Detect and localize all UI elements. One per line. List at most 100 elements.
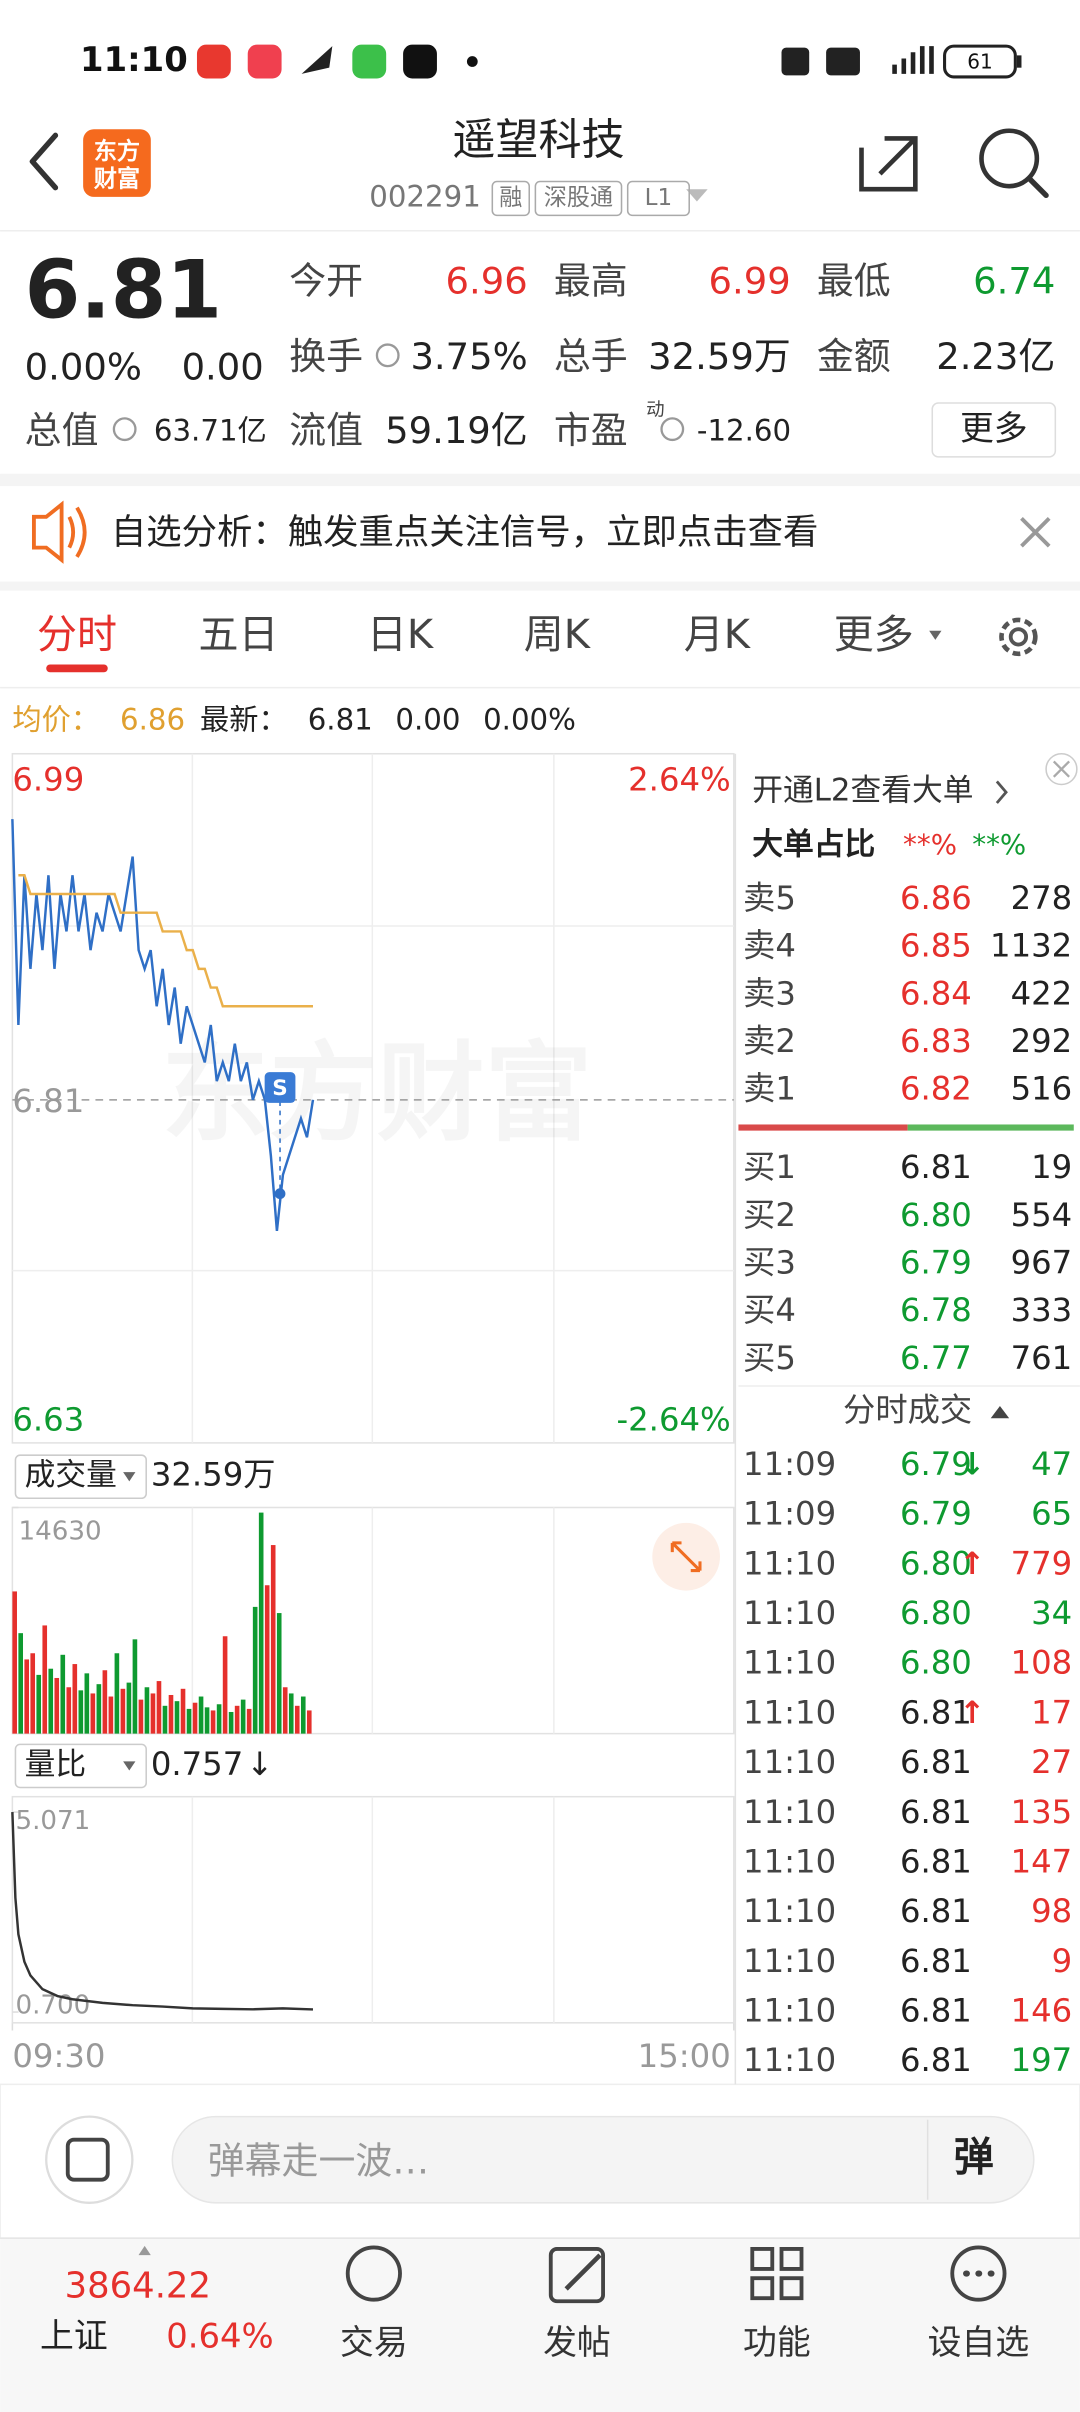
y-tick-label: 0.700 [15, 1990, 90, 2020]
trade-volume: 197 [1011, 2041, 1073, 2079]
danmaku-toggle[interactable] [45, 2115, 134, 2204]
trade-time: 11:10 [743, 1942, 836, 1980]
trade-time: 11:10 [743, 1793, 836, 1831]
search-button [1026, 175, 1049, 199]
bid-volume: 333 [1011, 1291, 1073, 1329]
ask-price: 6.85 [900, 927, 972, 965]
volume-bar [306, 1710, 312, 1734]
volume-bar [162, 1705, 168, 1734]
signal-icon [892, 46, 934, 74]
trade-time: 11:09 [743, 1445, 836, 1483]
nav-label[interactable]: 设自选 [928, 2323, 1029, 2362]
indicator-selector[interactable] [14, 1743, 147, 1789]
status-icon [352, 44, 387, 79]
tag-box [534, 180, 623, 217]
big-order-label: 大单占比 [752, 827, 875, 863]
tab[interactable]: 月K [684, 612, 752, 658]
latest-change: 0.00 [395, 702, 460, 736]
ask-label: 卖5 [743, 879, 796, 917]
indicator-selector[interactable] [14, 1454, 147, 1500]
status-icon [196, 44, 231, 79]
nav-label[interactable]: 发帖 [543, 2323, 611, 2362]
more-button-label[interactable]: 更多 [960, 409, 1028, 448]
dropdown-caret[interactable] [686, 189, 708, 202]
volume-bar [42, 1625, 48, 1734]
volume-bar [198, 1696, 204, 1734]
trade-icon[interactable] [345, 2245, 402, 2302]
l2-link[interactable]: 开通L2查看大单 [752, 773, 973, 809]
volume-bar [114, 1653, 120, 1734]
trade-volume: 147 [1011, 1842, 1073, 1880]
volume-bar [258, 1512, 264, 1734]
change-pct: 0.00% [25, 346, 142, 389]
tab[interactable]: 日K [367, 612, 435, 658]
bid-price: 6.77 [900, 1339, 972, 1377]
y-tick-label: 5.071 [15, 1806, 90, 1836]
banner-text[interactable]: 自选分析：触发重点关注信号，立即点击查看 [111, 512, 819, 553]
trade-volume: 17 [1031, 1693, 1072, 1731]
back-button[interactable] [29, 132, 59, 191]
stat-label: 换手 [289, 335, 363, 378]
volume-bar [210, 1710, 216, 1734]
volume-bar [264, 1585, 270, 1734]
volume-bar [144, 1687, 150, 1734]
tab[interactable]: 周K [524, 612, 592, 658]
volume-bar [132, 1639, 138, 1734]
volume-bar [48, 1668, 54, 1734]
logo [83, 129, 151, 197]
marker-box [264, 1072, 296, 1103]
volume-bar [294, 1705, 300, 1734]
close-button[interactable] [1020, 517, 1051, 548]
share-button[interactable] [859, 136, 918, 192]
search-button[interactable] [979, 128, 1040, 189]
danmaku-button[interactable]: 弹 [954, 2135, 994, 2181]
settings-button[interactable] [999, 617, 1038, 657]
trade-volume: 65 [1031, 1495, 1072, 1533]
price-line [18, 874, 313, 1008]
indicator-label: 量比 [25, 1746, 87, 1782]
comment-placeholder[interactable]: 弹幕走一波… [208, 2139, 429, 2182]
volume-bar [12, 1591, 17, 1734]
trade-price: 6.81 [900, 1892, 972, 1930]
tab[interactable]: 五日 [199, 612, 279, 658]
stat-value: 59.19亿 [385, 409, 528, 452]
trade-arrow: ↑ [959, 1695, 985, 1731]
stat-label: 总值 [25, 409, 99, 452]
stat-label: 市盈 [554, 409, 628, 452]
tab-indicator [46, 664, 108, 673]
more-button[interactable] [931, 402, 1057, 458]
stat-value: 3.75% [410, 335, 527, 378]
stat-label: 最高 [554, 260, 628, 303]
info-icon [660, 417, 685, 442]
function-icon[interactable] [750, 2247, 804, 2301]
volume-bar [270, 1545, 276, 1734]
stat-superscript: 动 [646, 400, 664, 421]
caret [138, 2245, 151, 2256]
trades-title: 分时成交 [843, 1391, 972, 1429]
trade-volume: 9 [1052, 1942, 1073, 1980]
speaker-icon [31, 500, 87, 564]
bid-volume: 554 [1011, 1196, 1073, 1234]
watchlist-icon[interactable] [950, 2245, 1007, 2302]
dropdown-caret [123, 1472, 136, 1482]
ask-price: 6.83 [900, 1022, 972, 1060]
volume-bar [234, 1705, 240, 1734]
index-value: 3864.22 [65, 2265, 211, 2306]
bid-price: 6.80 [900, 1196, 972, 1234]
nav-label[interactable]: 交易 [340, 2323, 408, 2362]
volume-bar [288, 1693, 294, 1734]
volume-bar [168, 1694, 174, 1734]
volume-bar [156, 1681, 162, 1734]
post-icon[interactable] [548, 2247, 605, 2304]
tab[interactable]: 更多 [834, 612, 914, 658]
tab[interactable]: 分时 [37, 612, 117, 658]
indicator-arrow: ↓ [246, 1745, 273, 1783]
indicator-label: 成交量 [25, 1457, 117, 1493]
comment-input[interactable] [171, 2115, 1035, 2204]
tag: 深股通 [544, 185, 613, 211]
stat-value: 6.99 [709, 260, 791, 303]
nav-label[interactable]: 功能 [743, 2323, 811, 2362]
ask-volume: 516 [1011, 1070, 1073, 1108]
chevron [995, 780, 1008, 804]
price-line [11, 1812, 314, 2011]
